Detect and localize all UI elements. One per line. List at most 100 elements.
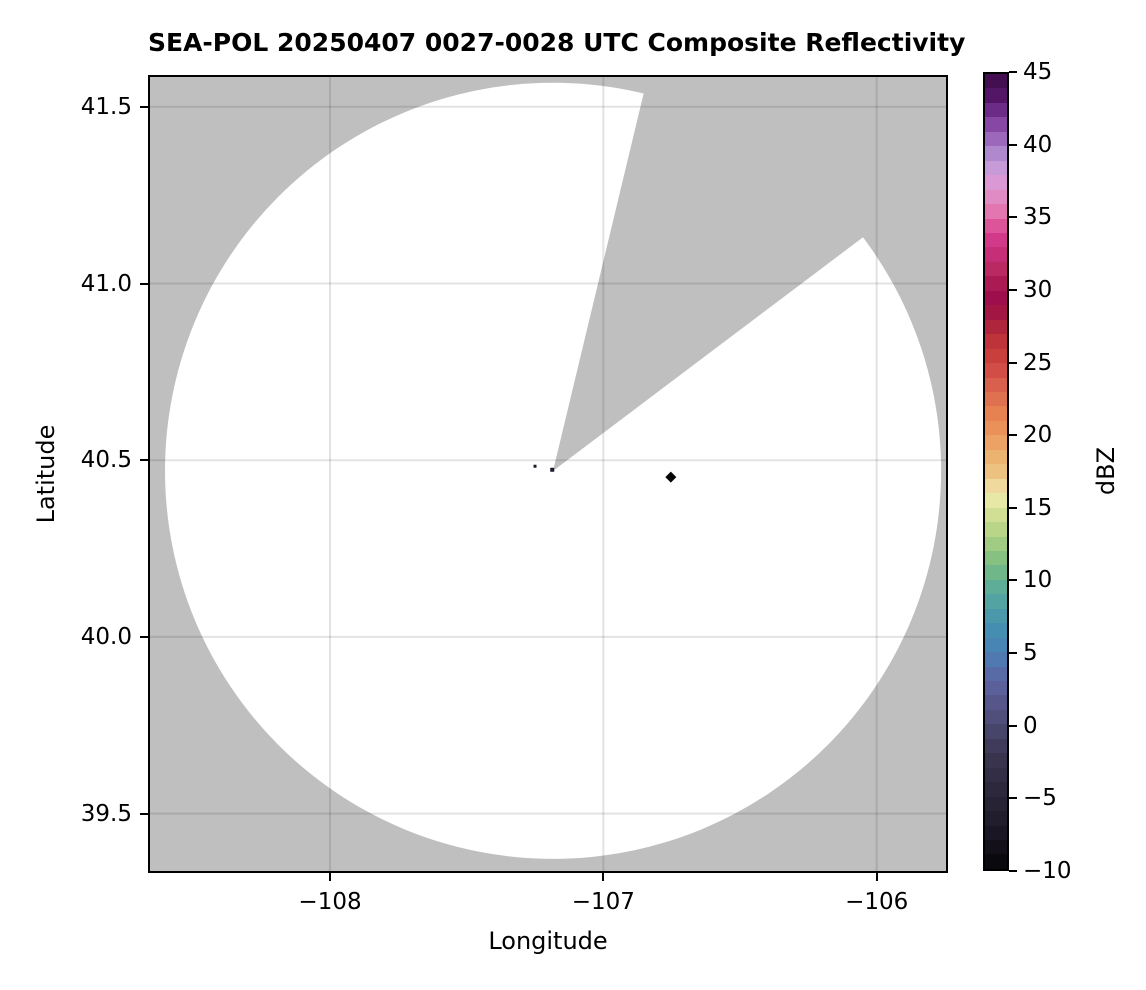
colorbar-segment xyxy=(985,753,1007,768)
x-tickmark-−106 xyxy=(875,873,878,881)
colorbar-segment xyxy=(985,811,1007,826)
echo-marker xyxy=(533,464,537,468)
colorbar-segment xyxy=(985,102,1007,118)
colorbar-segment xyxy=(985,189,1007,205)
colorbar-tickmark-25 xyxy=(1009,361,1017,364)
colorbar-segment xyxy=(985,565,1007,580)
colorbar-segment xyxy=(985,232,1007,248)
colorbar-segment xyxy=(985,377,1007,392)
y-tickmark-41.5 xyxy=(140,105,148,108)
colorbar-segment xyxy=(985,319,1007,335)
colorbar-segment xyxy=(985,435,1007,450)
colorbar-segment xyxy=(985,478,1007,494)
colorbar-tick-label-−5: −5 xyxy=(1023,785,1057,812)
colorbar-segment xyxy=(985,724,1007,739)
colorbar-segment xyxy=(985,363,1007,378)
colorbar-tick-label-25: 25 xyxy=(1023,349,1053,376)
colorbar-tick-label-45: 45 xyxy=(1023,59,1053,85)
colorbar-tick-label-40: 40 xyxy=(1023,131,1053,158)
colorbar-segment xyxy=(985,695,1007,710)
colorbar-segment xyxy=(985,782,1007,797)
y-tick-label-40.5: 40.5 xyxy=(80,447,132,474)
colorbar-tick-label-15: 15 xyxy=(1023,494,1053,521)
colorbar-segment xyxy=(985,218,1007,233)
colorbar-segment xyxy=(985,160,1007,176)
colorbar-tickmark-40 xyxy=(1009,143,1017,146)
colorbar-segment xyxy=(985,709,1007,725)
colorbar-segment xyxy=(985,536,1007,551)
colorbar-tick-label-5: 5 xyxy=(1023,640,1038,667)
echo-marker xyxy=(550,467,555,472)
colorbar-segment xyxy=(985,637,1007,653)
colorbar-tickmark-20 xyxy=(1009,434,1017,437)
y-tickmark-40.0 xyxy=(140,635,148,638)
colorbar-segment xyxy=(985,261,1007,277)
x-tick-label-−108: −108 xyxy=(298,889,362,915)
colorbar-tick-label-10: 10 xyxy=(1023,567,1053,594)
colorbar-segment xyxy=(985,305,1007,320)
colorbar-tickmark-35 xyxy=(1009,216,1017,219)
colorbar-tickmark-−10 xyxy=(1009,870,1017,872)
x-tick-label-−107: −107 xyxy=(571,889,635,915)
colorbar-segment xyxy=(985,464,1007,479)
colorbar-segment xyxy=(985,652,1007,667)
colorbar-segment xyxy=(985,796,1007,812)
colorbar-segment xyxy=(985,449,1007,465)
blocked-sector-wedge xyxy=(553,75,948,471)
colorbar-segment xyxy=(985,493,1007,508)
colorbar-segment xyxy=(985,840,1007,855)
colorbar-tick-label-−10: −10 xyxy=(1023,858,1072,884)
colorbar-tick-label-20: 20 xyxy=(1023,422,1053,449)
plot-spines xyxy=(148,75,948,873)
colorbar-segment xyxy=(985,146,1007,161)
colorbar-segment xyxy=(985,608,1007,624)
colorbar-tick-label-35: 35 xyxy=(1023,204,1053,231)
y-tick-label-39.5: 39.5 xyxy=(80,800,132,827)
colorbar-segment xyxy=(985,623,1007,638)
plot-title: SEA-POL 20250407 0027-0028 UTC Composite… xyxy=(148,28,966,57)
colorbar-segment xyxy=(985,117,1007,132)
colorbar-tickmark-0 xyxy=(1009,724,1017,727)
colorbar-segment xyxy=(985,825,1007,841)
colorbar-segment xyxy=(985,204,1007,219)
colorbar-segment xyxy=(985,334,1007,349)
colorbar-segment xyxy=(985,681,1007,696)
colorbar xyxy=(983,72,1009,871)
colorbar-segment xyxy=(985,131,1007,147)
y-tick-label-41.0: 41.0 xyxy=(80,270,132,297)
colorbar-segment xyxy=(985,767,1007,783)
colorbar-segment xyxy=(985,247,1007,262)
radar-plot-area xyxy=(148,75,948,873)
colorbar-segment xyxy=(985,175,1007,190)
colorbar-tick-label-30: 30 xyxy=(1023,276,1053,303)
y-tickmark-39.5 xyxy=(140,812,148,815)
colorbar-tickmark-30 xyxy=(1009,288,1017,291)
x-tickmark-−108 xyxy=(329,873,332,881)
colorbar-segment xyxy=(985,420,1007,436)
colorbar-segment xyxy=(985,522,1007,537)
colorbar-tickmark-15 xyxy=(1009,506,1017,509)
colorbar-segment xyxy=(985,666,1007,682)
radar-plot-canvas xyxy=(148,75,948,873)
colorbar-label: dBZ xyxy=(1092,446,1120,496)
colorbar-segment xyxy=(985,507,1007,523)
colorbar-segment xyxy=(985,348,1007,364)
colorbar-segment xyxy=(985,406,1007,421)
colorbar-segment xyxy=(985,290,1007,306)
x-tick-label-−106: −106 xyxy=(845,889,909,915)
colorbar-segment xyxy=(985,276,1007,291)
colorbar-segment xyxy=(985,594,1007,609)
colorbar-tickmark-5 xyxy=(1009,652,1017,655)
colorbar-tickmark-−5 xyxy=(1009,797,1017,800)
colorbar-tickmark-45 xyxy=(1009,71,1017,73)
colorbar-segment xyxy=(985,550,1007,566)
y-tick-label-41.5: 41.5 xyxy=(80,93,132,120)
colorbar-segment xyxy=(985,74,1007,89)
colorbar-tick-label-0: 0 xyxy=(1023,712,1038,739)
colorbar-segment xyxy=(985,88,1007,103)
x-axis-label: Longitude xyxy=(488,927,608,955)
colorbar-segment xyxy=(985,579,1007,595)
y-axis-label: Latitude xyxy=(32,424,60,524)
colorbar-segment xyxy=(985,854,1007,869)
